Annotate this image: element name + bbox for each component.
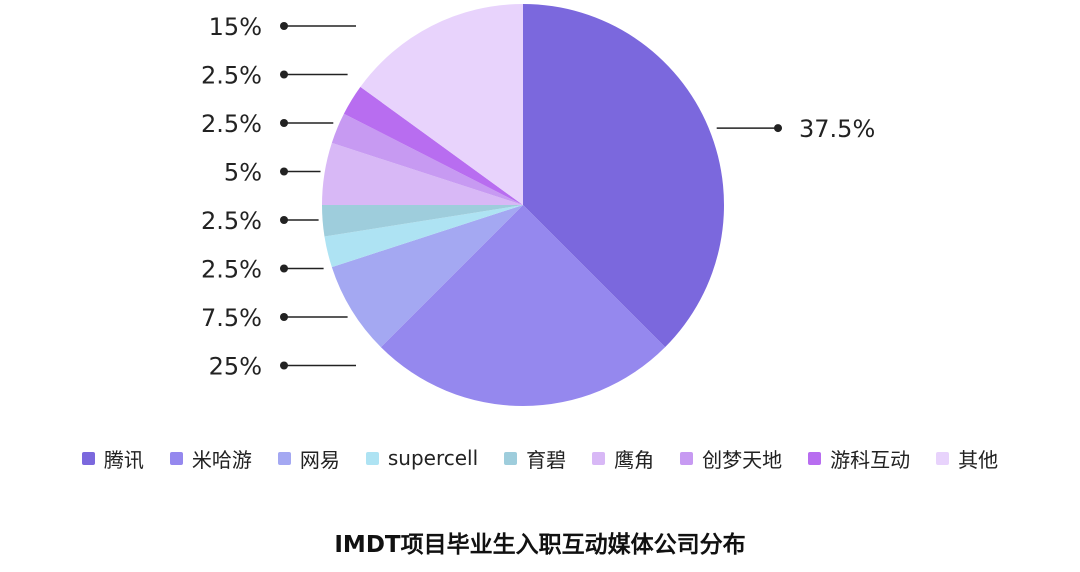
pie-slice-1: [380, 205, 666, 407]
legend-swatch-4: [504, 451, 518, 465]
pie-slice-5: [322, 142, 523, 205]
pie-slice-8: [360, 4, 523, 205]
legend-swatch-2: [277, 451, 291, 465]
legend-item-6: 创梦天地: [680, 444, 782, 473]
value-label-3: 2.5%: [201, 256, 262, 284]
legend-item-1: 米哈游: [169, 444, 252, 473]
pie-slice-0: [523, 4, 725, 348]
leader-dot-3: [280, 264, 288, 273]
leader-dot-7: [280, 70, 288, 79]
legend-item-5: 鹰角: [592, 444, 654, 473]
legend-label-4: 育碧: [526, 447, 567, 472]
leader-dot-4: [280, 216, 288, 224]
value-labels: 37.5% 15% 2.5% 2.5% 5% 2.5% 2.5% 7.5% 25%: [201, 13, 875, 381]
legend-label-5: 鹰角: [614, 447, 655, 472]
legend-swatch-3: [365, 451, 379, 465]
leader-dot-5: [280, 167, 288, 176]
value-label-6: 2.5%: [201, 110, 262, 138]
legend-swatch-8: [936, 451, 950, 465]
pie-slice-2: [331, 205, 523, 348]
legend: 腾讯 米哈游 网易 supercell 育碧 鹰角 创梦天地 游科互动 其他: [0, 441, 1080, 475]
legend-item-0: 腾讯: [81, 444, 144, 473]
legend-swatch-7: [808, 451, 822, 465]
leader-dot-0: [774, 124, 782, 133]
legend-label-0: 腾讯: [103, 447, 144, 472]
legend-label-8: 其他: [958, 447, 999, 472]
pie-chart: 37.5% 15% 2.5% 2.5% 5% 2.5% 2.5% 7.5% 25%: [201, 4, 875, 407]
leader-dot-2: [280, 313, 288, 321]
value-label-4: 2.5%: [201, 207, 262, 235]
value-label-1: 25%: [209, 353, 262, 381]
legend-label-6: 创梦天地: [702, 447, 783, 472]
legend-swatch-0: [81, 451, 95, 465]
chart-title: IMDT项目毕业生入职互动媒体公司分布: [334, 532, 746, 558]
legend-item-4: 育碧: [504, 444, 566, 473]
pie-slice-3: [324, 205, 523, 268]
value-label-7: 2.5%: [201, 62, 262, 90]
value-label-8: 15%: [209, 13, 262, 41]
pie-slice-4: [322, 205, 523, 237]
value-label-5: 5%: [224, 159, 262, 187]
leader-dot-1: [280, 361, 288, 370]
legend-label-7: 游科互动: [830, 447, 911, 472]
leader-lines: [280, 22, 782, 370]
legend-item-2: 网易: [277, 444, 340, 473]
legend-label-1: 米哈游: [191, 447, 252, 472]
legend-item-8: 其他: [936, 444, 998, 473]
legend-label-2: 网易: [299, 447, 340, 472]
legend-swatch-1: [169, 451, 183, 465]
legend-label-3: supercell: [387, 446, 479, 470]
leader-dot-6: [280, 119, 288, 127]
legend-swatch-5: [592, 451, 606, 465]
pie-slice-7: [343, 86, 523, 205]
legend-swatch-6: [680, 451, 694, 465]
leader-dot-8: [280, 22, 288, 30]
pie-slice-6: [331, 113, 523, 205]
legend-item-7: 游科互动: [808, 444, 910, 473]
legend-item-3: supercell: [365, 446, 479, 470]
value-label-2: 7.5%: [201, 304, 262, 332]
pie-slices: [322, 4, 725, 407]
value-label-0: 37.5%: [799, 115, 875, 143]
